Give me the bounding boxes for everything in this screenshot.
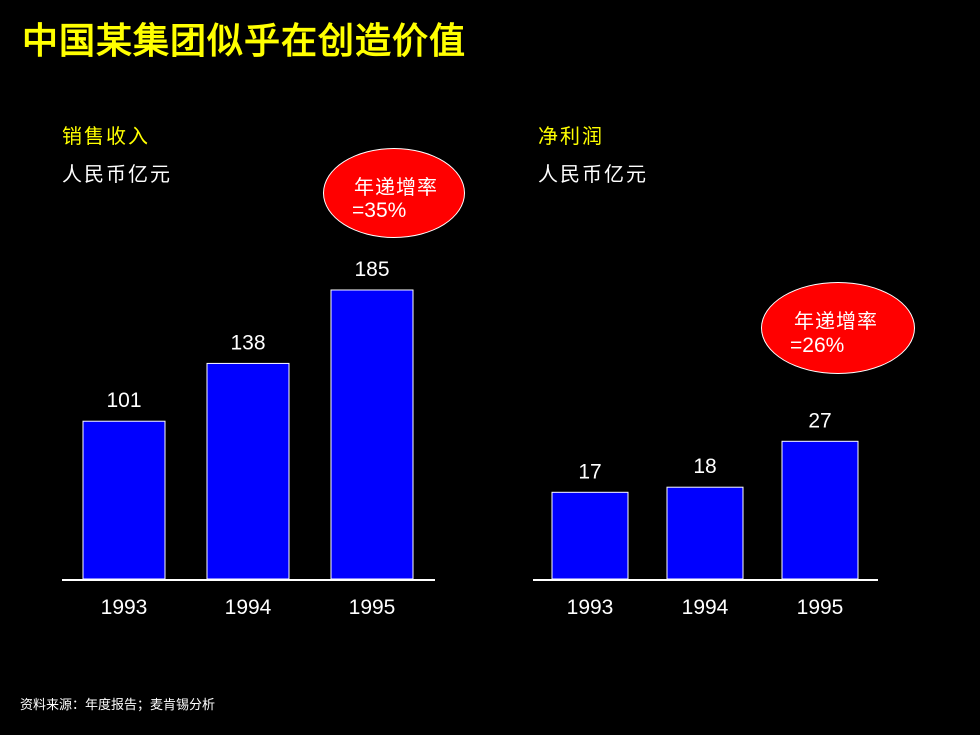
value-label-1994: 138 <box>230 331 265 354</box>
chart-title-profit: 净利润 <box>538 124 604 148</box>
value-label-1993: 17 <box>578 460 601 483</box>
value-label-1995: 185 <box>354 258 389 281</box>
bar-1993 <box>82 420 166 580</box>
profit-bar-chart: 17 1993 18 1994 27 1995 <box>533 409 878 619</box>
bar-1993 <box>551 491 629 580</box>
value-label-1993: 101 <box>106 389 141 412</box>
category-label-1994: 1994 <box>682 596 729 619</box>
value-label-1994: 18 <box>693 455 716 478</box>
growth-badge-sales-value: =35% <box>352 199 407 222</box>
bar-1994 <box>666 486 744 580</box>
bar-1994 <box>206 362 290 580</box>
growth-badge-profit: 年递增率 =26% <box>761 282 915 374</box>
category-label-1994: 1994 <box>225 596 272 619</box>
growth-badge-profit-value: =26% <box>790 334 845 357</box>
category-label-1995: 1995 <box>349 596 396 619</box>
value-label-1995: 27 <box>808 409 831 432</box>
category-label-1993: 1993 <box>567 596 614 619</box>
page-title: 中国某集团似乎在创造价值 <box>22 20 467 62</box>
unit-label-profit: 人民币亿元 <box>538 162 648 186</box>
category-label-1995: 1995 <box>797 596 844 619</box>
sales-bar-chart: 101 1993 138 1994 185 1995 <box>62 258 435 619</box>
growth-badge-sales: 年递增率 =35% <box>323 148 465 238</box>
source-note: 资料来源：年度报告；麦肯锡分析 <box>20 698 216 713</box>
bar-1995 <box>781 440 859 580</box>
category-label-1993: 1993 <box>101 596 148 619</box>
chart-title-sales: 销售收入 <box>62 124 150 148</box>
bar-1995 <box>330 289 414 580</box>
growth-badge-sales-label: 年递增率 <box>354 175 438 199</box>
growth-badge-profit-label: 年递增率 <box>794 309 878 333</box>
unit-label-sales: 人民币亿元 <box>62 162 172 186</box>
